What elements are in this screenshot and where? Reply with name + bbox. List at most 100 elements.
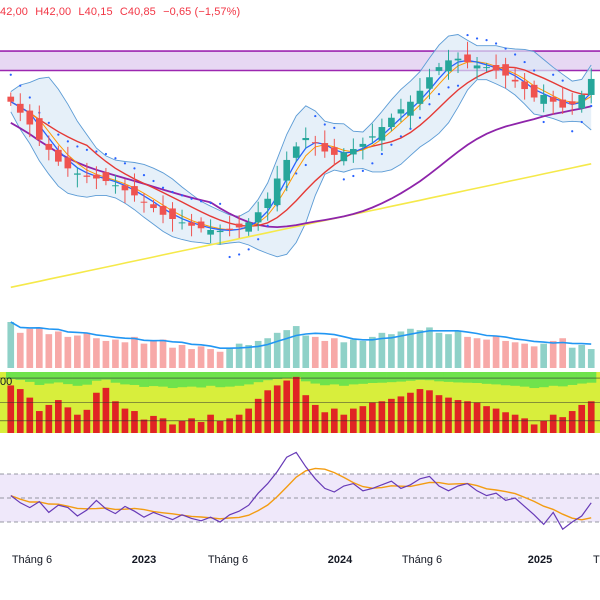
sar-dot <box>95 150 98 153</box>
candle-body <box>207 229 214 235</box>
volume-bar <box>64 336 72 368</box>
stoch-red-bar <box>359 406 367 433</box>
sar-dot <box>590 104 593 108</box>
bollinger-upper-band <box>10 34 592 217</box>
sar-dot <box>9 73 12 76</box>
ohlc-change: −0,65 (−1,57%) <box>163 6 241 18</box>
volume-bar <box>340 342 348 368</box>
volume-bar <box>35 327 43 368</box>
ohlc-high: H42,00 <box>35 6 72 18</box>
stoch-red-bar <box>226 418 233 433</box>
volume-bar <box>416 330 424 368</box>
sar-dot <box>466 33 469 37</box>
stoch-green-cap <box>510 372 521 386</box>
sar-dot <box>475 37 479 40</box>
candle-body <box>578 94 586 109</box>
stoch-red-bar <box>321 412 329 433</box>
volume-ma-line <box>10 321 592 349</box>
candle-body <box>388 117 395 128</box>
volume-bar <box>93 338 100 368</box>
price-pane[interactable] <box>0 33 600 289</box>
stoch-green-cap <box>472 372 483 383</box>
stoch-green-cap <box>320 372 330 386</box>
stoch-red-bar <box>483 406 490 433</box>
candle-body <box>235 223 243 228</box>
volume-bar <box>559 338 567 368</box>
ohlc-low: L40,15 <box>78 6 113 18</box>
volume-bar <box>169 347 176 368</box>
rsi-pane <box>0 451 600 531</box>
volume-bar <box>26 328 34 368</box>
candle-body <box>483 67 490 69</box>
bollinger-lower-band <box>10 79 592 258</box>
sar-dot <box>571 130 574 133</box>
stoch-red-bar <box>254 398 262 433</box>
volume-bar <box>521 343 528 368</box>
sar-dot <box>228 255 231 259</box>
sar-dot <box>342 178 345 181</box>
candle-body <box>435 67 443 71</box>
candle-body <box>549 97 557 102</box>
stoch-red-bar <box>568 411 576 433</box>
sar-dot <box>247 248 250 251</box>
candle-body <box>397 109 405 114</box>
candle-body <box>131 186 138 196</box>
volume-bar <box>302 335 310 368</box>
stoch-red-bar <box>150 415 157 433</box>
volume-bar <box>435 332 443 368</box>
volume-bar <box>568 347 576 368</box>
stoch-green-cap <box>25 372 35 382</box>
candle-body <box>150 204 157 209</box>
stoch-green-cap <box>101 372 111 380</box>
candle-body <box>378 127 386 141</box>
stoch-green-cap <box>405 372 416 381</box>
sar-dot <box>123 162 127 165</box>
stoch-red-bar <box>397 396 405 433</box>
stoch-green-cap <box>424 372 435 381</box>
candle-body <box>188 222 195 226</box>
stoch-red-bar <box>169 424 176 433</box>
sar-dot <box>219 202 222 205</box>
stoch-green-cap <box>367 372 378 383</box>
sar-dot <box>85 148 88 151</box>
volume-bar <box>350 339 357 368</box>
stoch-red-bar <box>273 385 281 433</box>
candle-body <box>140 201 148 203</box>
volume-bar <box>578 345 586 368</box>
sar-dot <box>333 126 336 129</box>
candle-body <box>407 101 414 116</box>
sar-dot <box>580 120 583 124</box>
stoch-green-cap <box>415 372 426 380</box>
sar-dot <box>238 253 241 256</box>
stoch-green-cap <box>462 372 473 383</box>
ohlc-close: C40,85 <box>119 6 156 18</box>
candle-body <box>83 175 91 177</box>
volume-bar <box>7 322 15 368</box>
sar-dot <box>152 179 155 183</box>
volume-bar <box>483 339 490 368</box>
stoch-red-bar <box>464 401 471 433</box>
stoch-red-bar <box>521 418 528 433</box>
sar-dot <box>180 194 184 197</box>
x-tick-label: 2025 <box>528 554 552 566</box>
sar-dot <box>142 174 146 177</box>
stoch-red-bar <box>216 420 224 433</box>
stoch-red-bar <box>511 414 519 433</box>
volume-bar <box>45 334 53 368</box>
stoch-green-cap <box>576 372 587 384</box>
sar-dot <box>542 120 545 124</box>
stoch-red-bar <box>454 400 462 433</box>
volume-bar <box>587 349 595 368</box>
stoch-red-bar <box>140 419 148 433</box>
stoch-red-bar <box>416 389 424 433</box>
stoch-green-cap <box>567 372 578 385</box>
stoch-green-cap <box>196 372 207 388</box>
sar-dot <box>399 135 403 138</box>
stoch-green-cap <box>272 372 283 380</box>
rsi-band <box>0 474 600 522</box>
sar-dot <box>409 127 412 130</box>
stoch-red-bar <box>178 420 186 433</box>
stoch-green-cap <box>34 372 45 385</box>
sar-dot <box>352 174 355 178</box>
